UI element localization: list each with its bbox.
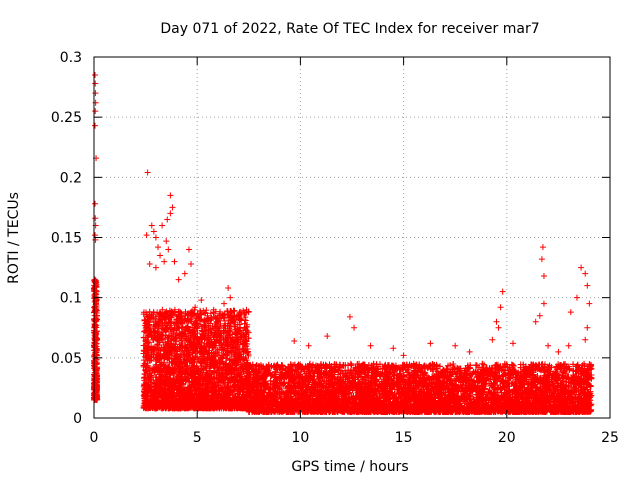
data-point: [93, 336, 100, 343]
data-points: [91, 72, 595, 415]
data-point: [92, 332, 99, 339]
data-point: [91, 317, 98, 324]
data-point: [94, 328, 101, 335]
